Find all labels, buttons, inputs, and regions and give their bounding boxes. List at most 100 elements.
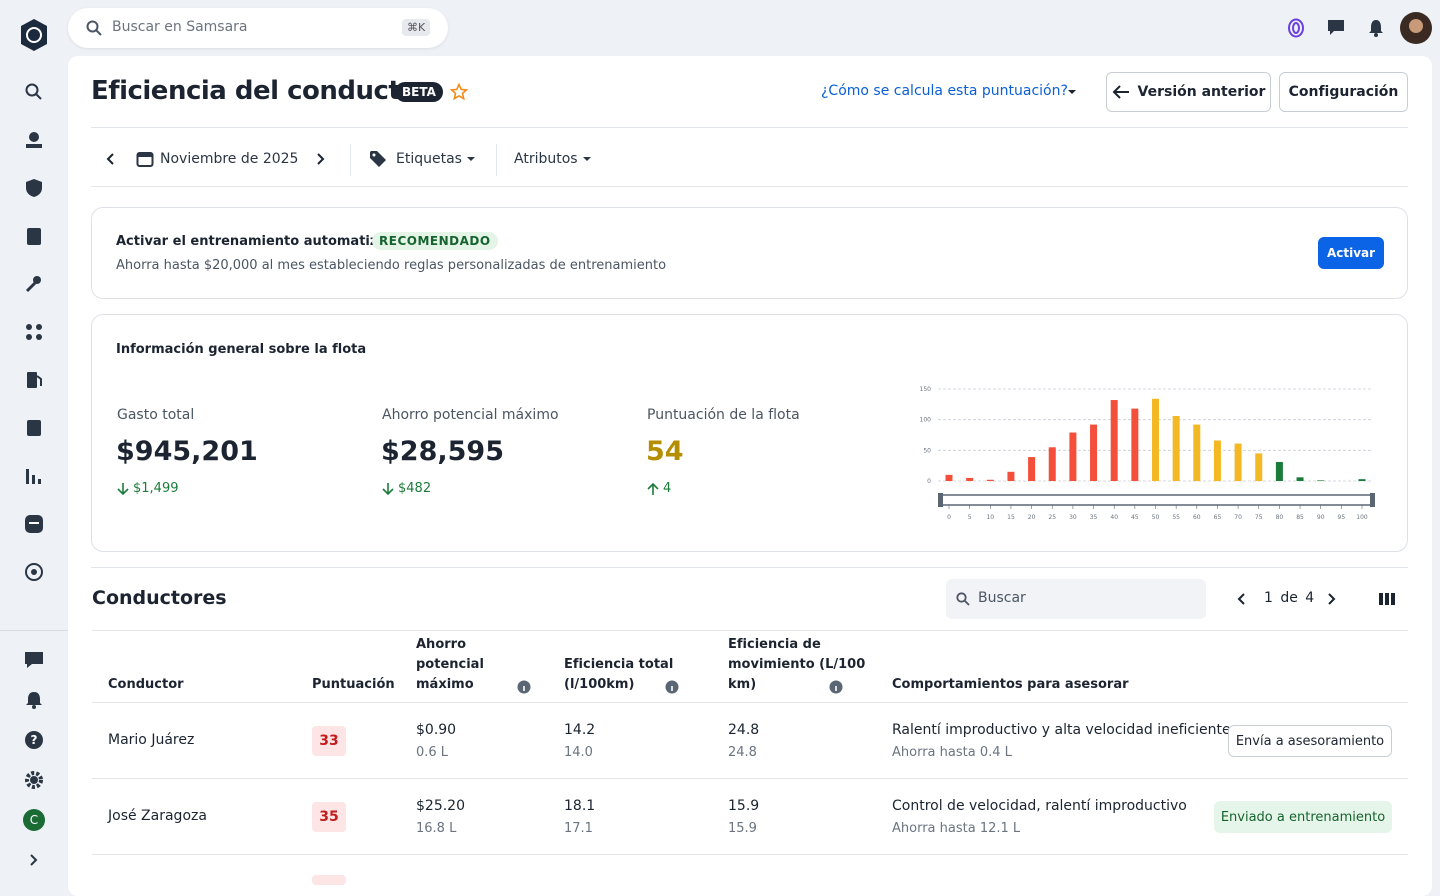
savings: $25.20: [416, 798, 465, 814]
help-link[interactable]: ¿Cómo se calcula esta puntuación?: [821, 83, 1068, 99]
next-period[interactable]: [313, 152, 327, 166]
x-tick-label: 0: [947, 514, 951, 521]
button-label: Versión anterior: [1137, 84, 1266, 100]
fleet-card: [91, 314, 1408, 552]
x-tick-label: 70: [1234, 514, 1242, 521]
driver-name: José Zaragoza: [108, 808, 207, 824]
search-placeholder: Buscar en Samsara: [112, 19, 248, 35]
search-icon: [86, 20, 102, 36]
metric-label: Gasto total: [117, 407, 195, 423]
bar: [1317, 480, 1325, 481]
x-tick-label: 50: [1152, 514, 1160, 521]
info-icon: [517, 680, 531, 694]
nav-search[interactable]: [24, 82, 44, 102]
behaviors-sub: Ahorra hasta 0.4 L: [892, 745, 1012, 760]
score-badge: 33: [312, 726, 346, 756]
attributes-filter[interactable]: Atributos: [514, 151, 578, 167]
y-tick-label: 0: [927, 478, 931, 485]
chat-icon[interactable]: [1327, 19, 1345, 37]
previous-version-button[interactable]: Versión anterior: [1106, 72, 1271, 112]
user-avatar[interactable]: [1400, 12, 1432, 44]
x-tick-label: 90: [1317, 514, 1325, 521]
bar: [986, 479, 994, 481]
divider: [92, 854, 1408, 855]
nav-maintenance[interactable]: [24, 274, 44, 294]
divider: [91, 567, 1408, 568]
nav-reports[interactable]: [24, 466, 44, 486]
behaviors-sub: Ahorra hasta 12.1 L: [892, 821, 1021, 836]
bar: [945, 474, 953, 481]
nav-dispatch[interactable]: [24, 322, 44, 342]
nav-settings[interactable]: [24, 770, 44, 790]
bar: [1275, 461, 1283, 481]
delta-arrow: [117, 483, 129, 496]
nav-safety[interactable]: [24, 178, 44, 198]
nav-forms[interactable]: [24, 514, 44, 534]
metric-delta: $1,499: [133, 481, 179, 496]
settings-button[interactable]: Configuración: [1279, 72, 1408, 112]
global-search[interactable]: Buscar en Samsara ⌘K: [68, 8, 448, 48]
caret: [1068, 90, 1076, 94]
slider-handle: [938, 493, 943, 507]
x-tick-label: 20: [1028, 514, 1036, 521]
x-tick-label: 85: [1296, 514, 1304, 521]
x-tick-label: 30: [1069, 514, 1077, 521]
drivers-search[interactable]: Buscar: [946, 579, 1206, 619]
period-label[interactable]: Noviembre de 2025: [160, 151, 299, 167]
movement-efficiency: 24.8: [728, 722, 760, 738]
prev-page[interactable]: [1235, 592, 1249, 606]
beta-badge: BETA: [395, 82, 443, 102]
x-tick-label: 80: [1276, 514, 1284, 521]
column-header: Ahorro potencial máximo: [416, 637, 484, 692]
button-label: Configuración: [1288, 84, 1399, 100]
x-tick-label: 40: [1110, 514, 1118, 521]
nav-messages[interactable]: [24, 650, 44, 670]
total-efficiency-sub: 17.1: [564, 821, 593, 836]
divider: [91, 127, 1408, 128]
tags-filter[interactable]: Etiquetas: [396, 151, 462, 167]
bar: [1048, 447, 1056, 481]
nav-fuel[interactable]: [24, 370, 44, 390]
y-tick-label: 100: [920, 417, 932, 424]
behaviors: Ralentí improductivo y alta velocidad in…: [892, 722, 1231, 738]
nav-map[interactable]: [24, 130, 44, 150]
nav-apps[interactable]: [24, 562, 44, 582]
sidebar: ? C: [0, 0, 68, 880]
info-dot: [835, 686, 837, 691]
movement-efficiency-sub: 15.9: [728, 821, 757, 836]
prev-period[interactable]: [104, 152, 118, 166]
activate-button[interactable]: Activar: [1318, 237, 1384, 269]
x-tick-label: 60: [1193, 514, 1201, 521]
filter-divider: [496, 144, 497, 176]
next-page[interactable]: [1324, 592, 1338, 606]
behaviors: Control de velocidad, ralentí improducti…: [892, 798, 1187, 814]
divider: [91, 186, 1408, 187]
fingerprint-icon[interactable]: [1287, 18, 1305, 38]
bell-icon[interactable]: [1367, 19, 1385, 37]
columns-toggle[interactable]: [1379, 592, 1395, 606]
nav-compliance[interactable]: [24, 226, 44, 246]
score-badge: 35: [312, 802, 346, 832]
favorite-star[interactable]: [450, 83, 468, 101]
divider: [92, 630, 1408, 631]
avatar[interactable]: C: [23, 809, 45, 831]
movement-efficiency-sub: 24.8: [728, 745, 757, 760]
metric-value: $945,201: [116, 436, 258, 467]
x-tick-label: 75: [1255, 514, 1263, 521]
expand-sidebar[interactable]: [24, 852, 44, 868]
driver-name: Mario Juárez: [108, 732, 195, 748]
info-icon: [829, 680, 843, 694]
bar: [1255, 453, 1263, 481]
bar: [1296, 477, 1304, 481]
x-tick-label: 10: [986, 514, 994, 521]
x-tick-label: 25: [1048, 514, 1056, 521]
send-coaching-button[interactable]: Envía a asesoramiento: [1228, 725, 1392, 757]
nav-help[interactable]: ?: [24, 730, 44, 750]
filter-divider: [350, 144, 351, 176]
nav-alerts[interactable]: [24, 690, 44, 710]
savings-liters: 16.8 L: [416, 821, 457, 836]
nav-documents[interactable]: [24, 418, 44, 438]
drivers-title: Conductores: [92, 587, 227, 609]
